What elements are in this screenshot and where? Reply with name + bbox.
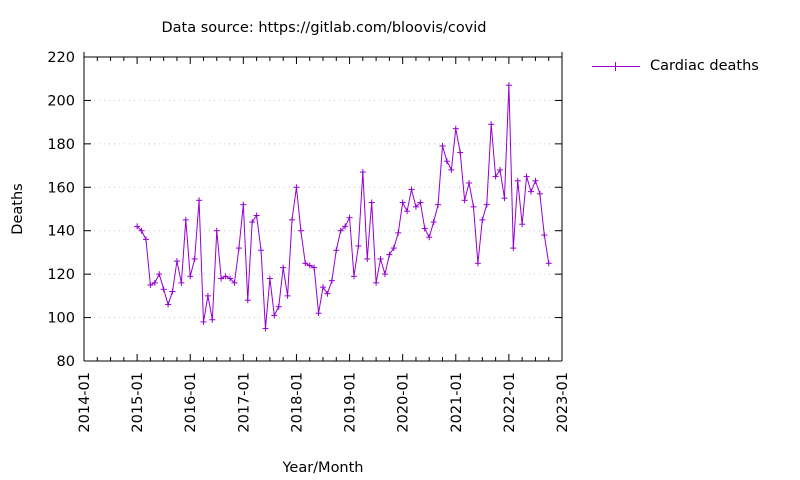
svg-text:100: 100: [47, 311, 75, 327]
svg-text:2020-01: 2020-01: [396, 372, 412, 433]
svg-text:2019-01: 2019-01: [343, 372, 359, 433]
svg-text:2015-01: 2015-01: [130, 372, 146, 433]
svg-text:2021-01: 2021-01: [449, 372, 465, 433]
legend-label: Cardiac deaths: [650, 58, 759, 74]
svg-text:80: 80: [57, 354, 75, 370]
svg-text:2014-01: 2014-01: [77, 372, 93, 433]
legend-line-icon: [592, 61, 640, 71]
svg-text:180: 180: [47, 137, 75, 153]
data-series: [134, 82, 552, 332]
svg-text:140: 140: [47, 224, 75, 240]
svg-text:2018-01: 2018-01: [289, 372, 305, 433]
svg-text:220: 220: [47, 50, 75, 66]
svg-text:2022-01: 2022-01: [502, 372, 518, 433]
svg-text:160: 160: [47, 180, 75, 196]
svg-text:2016-01: 2016-01: [183, 372, 199, 433]
chart-title: Data source: https://gitlab.com/bloovis/…: [161, 20, 487, 36]
svg-text:2023-01: 2023-01: [555, 372, 571, 433]
x-axis-label: Year/Month: [281, 460, 363, 476]
y-axis-label: Deaths: [10, 183, 26, 234]
svg-text:2017-01: 2017-01: [236, 372, 252, 433]
tick-labels: 80 100 120 140 160 180 200 220 2014-01 2015-01 201…: [47, 50, 571, 433]
axes: [83, 52, 563, 362]
svg-text:200: 200: [47, 93, 75, 109]
legend: Cardiac deaths: [592, 58, 759, 74]
svg-text:120: 120: [47, 267, 75, 283]
